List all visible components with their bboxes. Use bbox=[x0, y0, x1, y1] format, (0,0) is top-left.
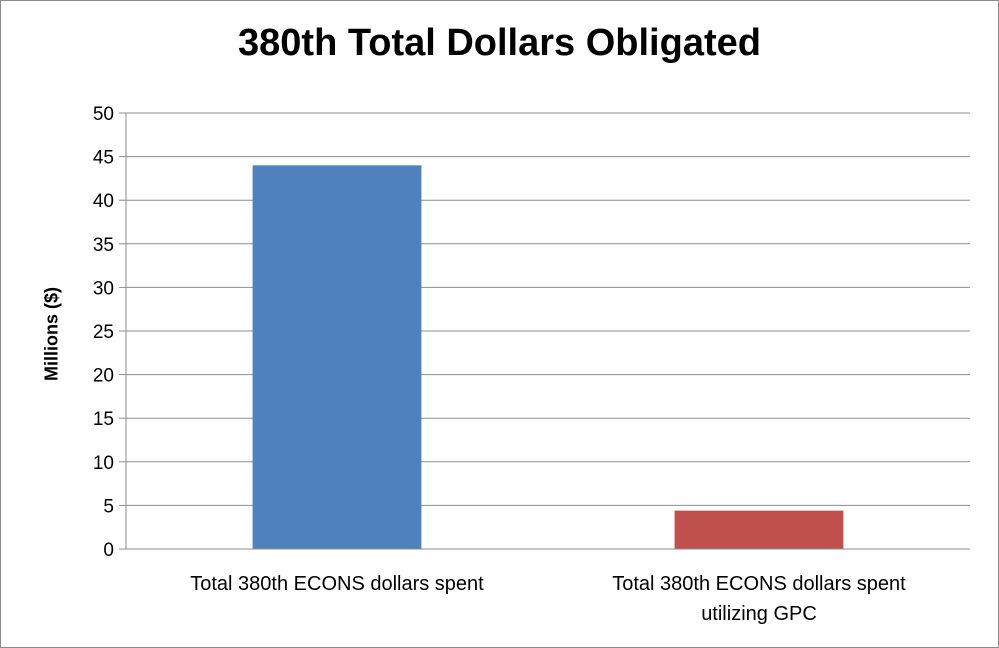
y-tick-label: 50 bbox=[93, 104, 114, 125]
x-tick-label: utilizing GPC bbox=[701, 603, 817, 625]
y-tick-label: 40 bbox=[93, 191, 114, 212]
chart-title: 380th Total Dollars Obligated bbox=[238, 22, 761, 64]
x-tick-label: Total 380th ECONS dollars spent bbox=[612, 573, 906, 595]
y-tick-label: 30 bbox=[93, 278, 114, 299]
y-tick-label: 20 bbox=[93, 366, 114, 387]
x-tick-label: Total 380th ECONS dollars spent bbox=[190, 573, 484, 595]
bar bbox=[674, 510, 844, 549]
axes bbox=[125, 113, 970, 550]
bars bbox=[252, 165, 844, 549]
y-axis-ticks: 0 5 10 15 20 25 30 35 40 45 50 bbox=[93, 104, 126, 561]
y-tick-label: 35 bbox=[93, 235, 114, 256]
y-tick-label: 0 bbox=[103, 540, 114, 561]
bar bbox=[252, 165, 422, 549]
y-tick-label: 45 bbox=[93, 148, 114, 169]
y-tick-label: 10 bbox=[93, 453, 114, 474]
x-axis-labels: Total 380th ECONS dollars spent Total 380… bbox=[190, 573, 906, 625]
y-tick-label: 15 bbox=[93, 409, 114, 430]
y-tick-label: 5 bbox=[103, 496, 114, 517]
y-tick-label: 25 bbox=[93, 322, 114, 343]
